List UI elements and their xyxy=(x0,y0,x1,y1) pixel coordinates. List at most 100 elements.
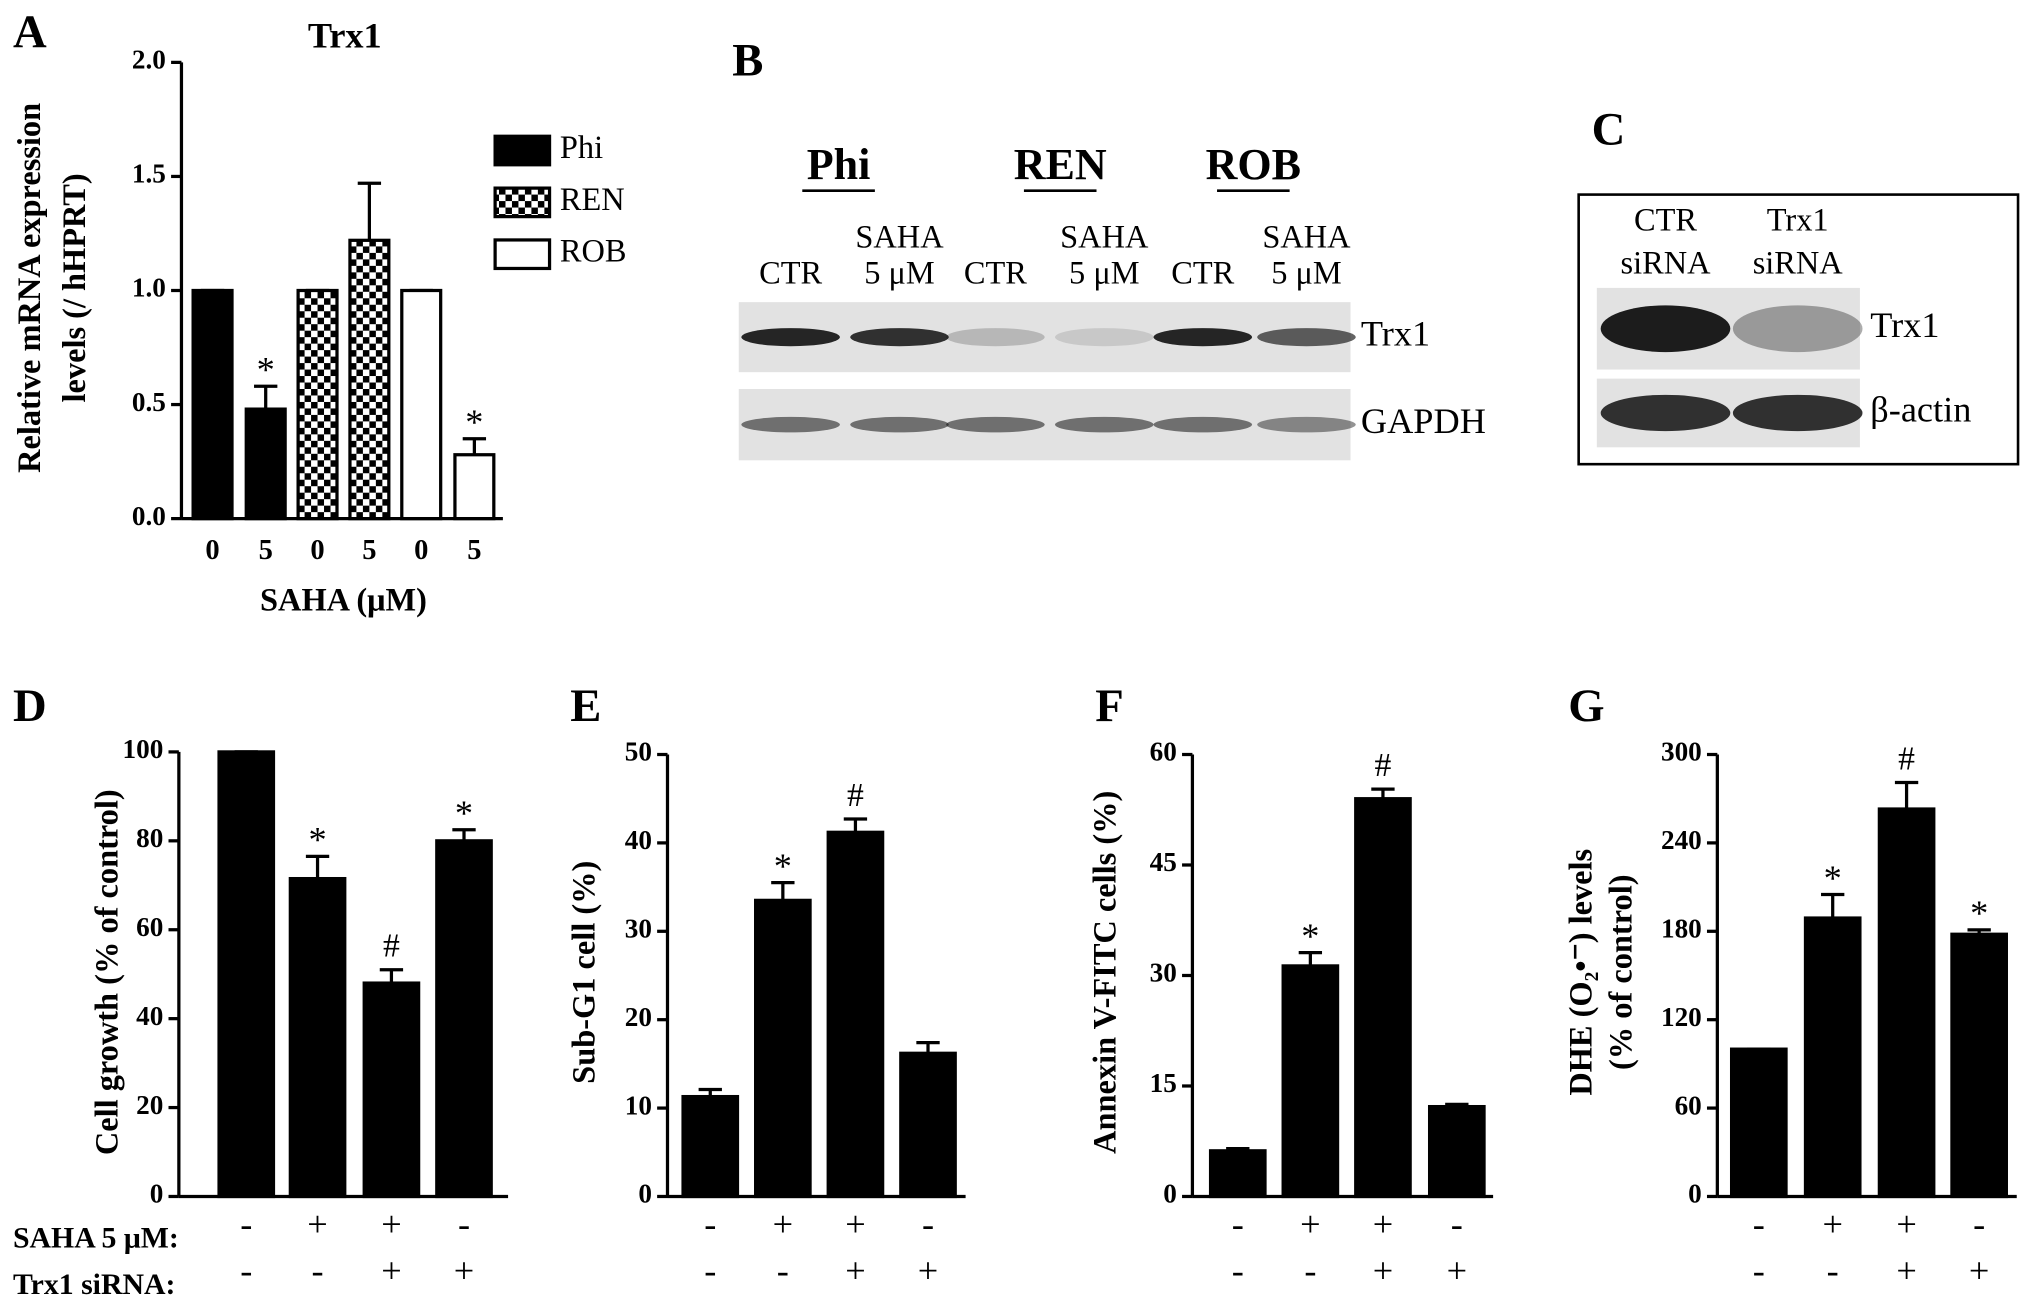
condition-sign: + xyxy=(1373,1204,1393,1244)
panel-letter: A xyxy=(13,6,47,58)
group-label: Phi xyxy=(807,140,871,189)
x-axis-label: SAHA (μM) xyxy=(260,582,427,618)
protein-label: Trx1 xyxy=(1361,313,1430,353)
significance-mark: * xyxy=(1824,858,1842,898)
significance-mark: * xyxy=(455,793,473,833)
condition-sign: - xyxy=(1232,1251,1244,1291)
condition-sign: - xyxy=(777,1251,789,1291)
condition-sign: + xyxy=(1896,1204,1916,1244)
condition-label: SAHA 5 μM: xyxy=(13,1221,179,1254)
condition-sign: + xyxy=(381,1251,401,1291)
bar xyxy=(244,407,287,521)
lane-label: 5 μM xyxy=(1069,256,1139,292)
panel-letter: G xyxy=(1568,680,1604,732)
condition-sign: + xyxy=(1447,1251,1467,1291)
lane-label: siRNA xyxy=(1620,245,1711,281)
bar xyxy=(191,288,234,521)
y-axis-label: (% of control) xyxy=(1603,875,1639,1071)
bar xyxy=(1354,797,1412,1199)
y-axis-label: levels (/ hHPRT) xyxy=(57,173,93,402)
x-tick-label: 0 xyxy=(205,535,219,566)
condition-sign: + xyxy=(454,1251,474,1291)
y-tick-label: 45 xyxy=(1150,847,1177,877)
x-tick-label: 0 xyxy=(310,535,324,566)
condition-sign: - xyxy=(240,1204,252,1244)
panel-frame xyxy=(1577,193,2020,466)
y-tick-label: 2.0 xyxy=(132,45,166,75)
y-tick-label: 20 xyxy=(625,1002,652,1032)
lane-label: SAHA xyxy=(1262,219,1351,255)
panel-letter: B xyxy=(732,35,763,87)
y-tick-label: 50 xyxy=(625,737,652,767)
chart-title: Trx1 xyxy=(308,15,382,55)
bar xyxy=(1208,1149,1267,1199)
condition-sign: + xyxy=(1896,1251,1916,1291)
significance-mark: # xyxy=(1898,740,1915,777)
legend-swatch xyxy=(493,186,552,219)
bar xyxy=(348,238,391,521)
bar xyxy=(1281,964,1340,1199)
condition-sign: - xyxy=(1304,1251,1316,1291)
condition-sign: + xyxy=(845,1251,865,1291)
y-axis-label: Relative mRNA expression xyxy=(12,103,48,473)
condition-label: Trx1 siRNA: xyxy=(13,1268,176,1301)
blot-band xyxy=(1153,328,1253,347)
significance-mark: # xyxy=(383,928,400,965)
panel-letter: C xyxy=(1592,103,1626,155)
y-tick-label: 40 xyxy=(625,825,652,855)
y-tick-label: 15 xyxy=(1150,1068,1177,1098)
y-tick-label: 240 xyxy=(1661,825,1702,855)
y-tick-label: 0 xyxy=(150,1179,164,1209)
condition-sign: - xyxy=(1827,1251,1839,1291)
legend-label: Phi xyxy=(560,130,603,166)
y-tick-label: 0.0 xyxy=(132,501,166,531)
y-tick-label: 60 xyxy=(1150,737,1177,767)
blot-band xyxy=(1600,305,1731,353)
legend-swatch xyxy=(493,134,552,167)
group-label: REN xyxy=(1014,140,1107,189)
y-tick-label: 0 xyxy=(1163,1179,1177,1209)
lane-label: 5 μM xyxy=(1271,256,1341,292)
y-tick-label: 20 xyxy=(136,1090,163,1120)
legend-swatch xyxy=(493,238,552,271)
condition-sign: + xyxy=(307,1204,327,1244)
blot-band xyxy=(741,328,840,347)
blot-band xyxy=(1153,416,1253,433)
blot-band xyxy=(1055,416,1154,433)
y-tick-label: 1.5 xyxy=(132,159,166,189)
condition-sign: + xyxy=(381,1204,401,1244)
legend-label: REN xyxy=(560,182,625,218)
y-tick-label: 120 xyxy=(1661,1002,1702,1032)
significance-mark: * xyxy=(774,846,792,886)
condition-sign: - xyxy=(922,1204,934,1244)
bar xyxy=(1729,1047,1788,1199)
y-axis-label: Annexin V-FITC cells (%) xyxy=(1088,791,1124,1154)
x-tick-label: 5 xyxy=(467,535,481,566)
panel-letter: D xyxy=(13,680,47,732)
lane-label: 5 μM xyxy=(864,256,934,292)
y-tick-label: 0.5 xyxy=(132,387,166,417)
significance-mark: * xyxy=(465,402,483,442)
blot-band xyxy=(741,416,840,433)
condition-sign: - xyxy=(1451,1204,1463,1244)
condition-sign: + xyxy=(1822,1204,1842,1244)
lane-label: siRNA xyxy=(1753,245,1844,281)
y-tick-label: 0 xyxy=(638,1179,652,1209)
bar xyxy=(1803,916,1862,1199)
condition-sign: - xyxy=(311,1251,323,1291)
blot-band xyxy=(1600,394,1731,432)
condition-sign: - xyxy=(1973,1204,1985,1244)
bar xyxy=(1427,1104,1486,1199)
condition-sign: + xyxy=(1373,1251,1393,1291)
blot-band xyxy=(1257,328,1356,347)
blot-band xyxy=(1732,394,1863,432)
bar xyxy=(1877,807,1936,1199)
bar xyxy=(400,288,443,521)
y-tick-label: 300 xyxy=(1661,737,1702,767)
bar xyxy=(288,876,347,1199)
blot-band xyxy=(850,328,949,347)
blot-band xyxy=(1055,328,1154,347)
blot-band xyxy=(946,416,1045,433)
bar xyxy=(826,830,885,1199)
